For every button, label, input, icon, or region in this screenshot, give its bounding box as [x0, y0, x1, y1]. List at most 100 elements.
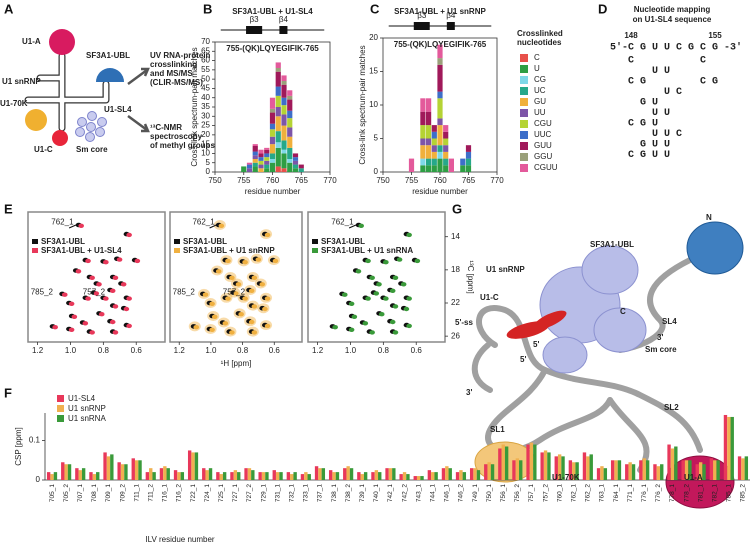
x-tick-label: 732_1 [288, 484, 295, 502]
x-tick-label: 1.0 [345, 346, 357, 355]
bar [159, 468, 164, 480]
x-tick-label: 760 [266, 176, 280, 185]
u1a-protein [49, 29, 75, 55]
bar-segment [258, 153, 264, 158]
bar [695, 464, 699, 480]
sm-core [75, 111, 107, 142]
legend-label: UUC [534, 130, 552, 139]
peak-complex [242, 296, 248, 301]
bar-segment [431, 138, 437, 146]
panel-title: Nucleotide mapping [634, 5, 711, 14]
x-tick-label: 757_2 [542, 484, 549, 502]
bar [166, 468, 170, 480]
x-tick-label: 757_1 [528, 484, 535, 502]
peak-complex [82, 321, 89, 326]
bar-segment [437, 118, 443, 126]
bar-segment [448, 158, 454, 172]
x-tick-label: 0.8 [98, 346, 110, 355]
bar [378, 472, 382, 480]
x-tick-label: 742_2 [401, 484, 408, 502]
bar-segment [431, 165, 437, 172]
legend-swatch [520, 98, 528, 106]
bar [244, 468, 248, 480]
nucleotide-row: U U C [610, 129, 682, 140]
x-tick-label: 0.8 [378, 346, 390, 355]
x-tick-label: 1.0 [65, 346, 77, 355]
legend-swatch [32, 248, 38, 253]
bar-segment [426, 98, 432, 112]
bar [557, 454, 562, 480]
peak-label: 762_1 [331, 218, 354, 227]
structure-label: 5' [520, 355, 526, 364]
y-tick-label: 0.1 [29, 436, 41, 445]
bar [120, 464, 125, 480]
legend-swatch [174, 248, 180, 253]
bar-segment [275, 62, 281, 68]
bar [631, 464, 636, 480]
bar-segment [437, 158, 443, 172]
bar [187, 450, 192, 480]
peak-complex [209, 301, 215, 306]
y-tick-label: 15 [201, 139, 210, 148]
bar-segment [269, 162, 276, 172]
legend-swatch [520, 120, 528, 128]
bar-segment [426, 125, 432, 139]
bar [222, 472, 227, 480]
method-text: ¹³C-NMR [150, 123, 182, 132]
x-tick-label: 771_1 [627, 484, 634, 502]
bar [388, 468, 393, 480]
bar-segment [408, 158, 415, 172]
nucleotide-row: G U U [610, 140, 670, 151]
x-tick-label: 756_2 [514, 484, 521, 502]
x-tick-label: 1.2 [174, 346, 186, 355]
peak-complex [248, 319, 255, 325]
peak-complex [406, 323, 412, 329]
x-tick-label: 0.8 [237, 346, 249, 355]
bar [247, 468, 252, 480]
legend-label: SF3A1-UBL + U1-SL4 [41, 246, 122, 255]
bar-segment [241, 166, 247, 172]
bar [230, 472, 234, 480]
legend-swatch [520, 65, 528, 73]
bar [219, 474, 223, 480]
bar [455, 472, 460, 480]
bar [625, 464, 629, 480]
method-text: and MS/MS [150, 69, 193, 78]
peak-complex [112, 330, 119, 335]
spectrum-frame [307, 211, 446, 343]
peak-complex [89, 330, 95, 335]
bar [533, 444, 537, 480]
x-tick-label: 750 [208, 176, 222, 185]
bar [202, 468, 206, 480]
panel-label: A [4, 1, 14, 16]
u1c-protein [52, 130, 68, 146]
bar [529, 442, 534, 480]
bar-segment [420, 111, 426, 126]
bar-segment [281, 168, 287, 172]
peak-complex [332, 325, 338, 330]
bar-segment [246, 162, 253, 165]
bar [723, 414, 728, 480]
bar [216, 472, 220, 480]
schematic-label: U1 snRNP [2, 77, 41, 86]
structure-label: 5'-ss [455, 318, 473, 327]
bar-segment [443, 138, 449, 146]
x-tick-label: 785_2 [740, 484, 747, 502]
x-tick-label: 770 [490, 176, 504, 185]
y-tick-label: 10 [369, 100, 378, 109]
peak-complex [98, 312, 105, 317]
spectrum-frame [169, 211, 303, 343]
panel-label: F [4, 385, 12, 400]
bar [656, 466, 661, 480]
bar [279, 472, 283, 480]
bar [265, 472, 269, 480]
x-tick-label: 770 [323, 176, 337, 185]
bar [554, 456, 558, 480]
bar [642, 458, 646, 480]
bar [89, 472, 93, 480]
y-axis-label: ¹³C [ppm] [466, 260, 475, 293]
peak-complex [222, 321, 229, 326]
peak-label: 785_2 [173, 288, 196, 297]
peak-complex [406, 232, 412, 238]
bar-segment [298, 164, 304, 169]
